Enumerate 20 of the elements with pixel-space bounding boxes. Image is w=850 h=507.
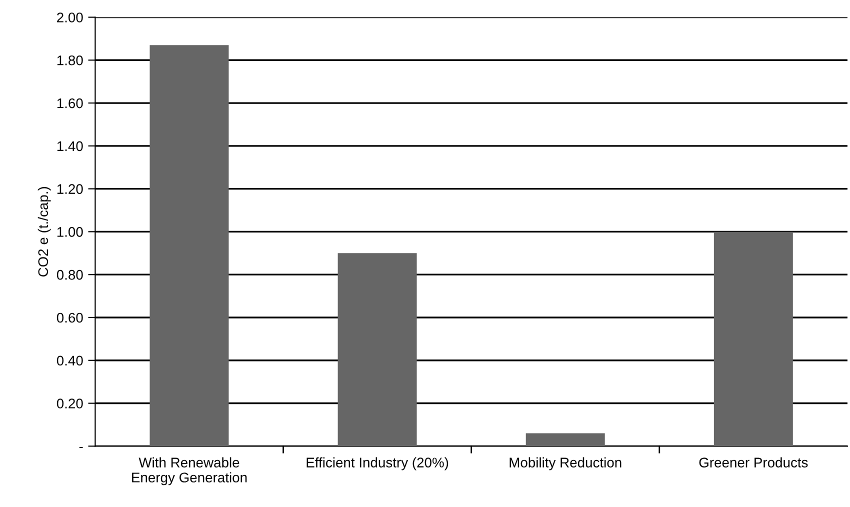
x-tick-label: Mobility Reduction	[510, 457, 622, 470]
x-tick-label: Efficient Industry (20%)	[306, 457, 448, 470]
y-tick-label: 1.60	[57, 98, 83, 108]
y-tick-label: 1.80	[57, 55, 83, 66]
y-tick-label: 0.60	[56, 312, 83, 323]
bar	[714, 232, 793, 446]
bar	[526, 433, 605, 446]
y-tick-label: 1.20	[57, 184, 83, 194]
bar	[338, 253, 417, 446]
y-tick-label: 0.20	[56, 398, 83, 408]
x-tick-label: With Renewable Energy Generation	[132, 457, 247, 486]
bar	[150, 45, 229, 446]
y-tick-label: -	[79, 446, 83, 448]
y-tick-label: 2.00	[57, 12, 83, 22]
y-tick-label: 0.80	[56, 270, 83, 280]
y-tick-label: 1.00	[57, 227, 83, 237]
x-tick-label: Greener Products	[699, 457, 808, 468]
y-tick-label: 1.40	[57, 141, 83, 152]
y-tick-label: 0.40	[56, 356, 83, 366]
y-axis-title: CO2 e (t./cap.)	[38, 187, 51, 277]
